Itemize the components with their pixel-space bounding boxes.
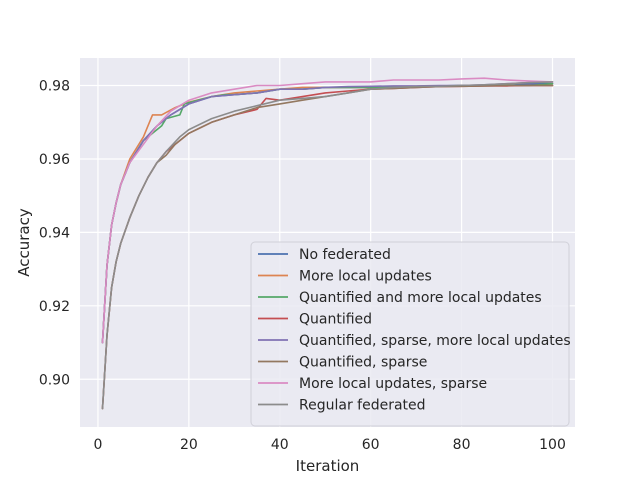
- x-tick-labels: 0 20 40 60 80 100: [93, 437, 565, 453]
- series-line-8: [101, 81, 554, 410]
- legend-entry: Quantified and more local updates: [299, 290, 542, 306]
- legend-box: [250, 241, 570, 427]
- y-tick-label: 0.94: [39, 225, 70, 241]
- legend-entry: No federated: [299, 247, 391, 263]
- x-tick-label: 80: [453, 437, 471, 453]
- y-tick-label: 0.98: [39, 79, 70, 95]
- y-axis-label: Accuracy: [15, 208, 33, 277]
- legend-entry: Regular federated: [299, 398, 426, 414]
- x-tick-label: 60: [362, 437, 380, 453]
- x-axis-label: Iteration: [296, 457, 360, 475]
- x-tick-label: 100: [539, 437, 566, 453]
- legend-entry: Quantified, sparse: [299, 355, 427, 371]
- legend-entry: More local updates, sparse: [299, 376, 487, 392]
- legend-entry: Quantified: [299, 312, 372, 328]
- series-lines: [101, 77, 554, 410]
- x-tick-label: 40: [271, 437, 289, 453]
- legend-entry: More local updates: [299, 269, 432, 285]
- x-tick-label: 20: [180, 437, 198, 453]
- legend: No federated More local updates Quantified…: [250, 241, 571, 427]
- series-line-7: [101, 77, 554, 344]
- x-tick-label: 0: [93, 437, 102, 453]
- y-tick-labels: 0.90 0.92 0.94 0.96 0.98: [39, 79, 70, 389]
- y-tick-label: 0.90: [39, 372, 70, 388]
- y-tick-label: 0.96: [39, 152, 70, 168]
- y-tick-label: 0.92: [39, 299, 70, 315]
- legend-entry: Quantified, sparse, more local updates: [299, 333, 571, 349]
